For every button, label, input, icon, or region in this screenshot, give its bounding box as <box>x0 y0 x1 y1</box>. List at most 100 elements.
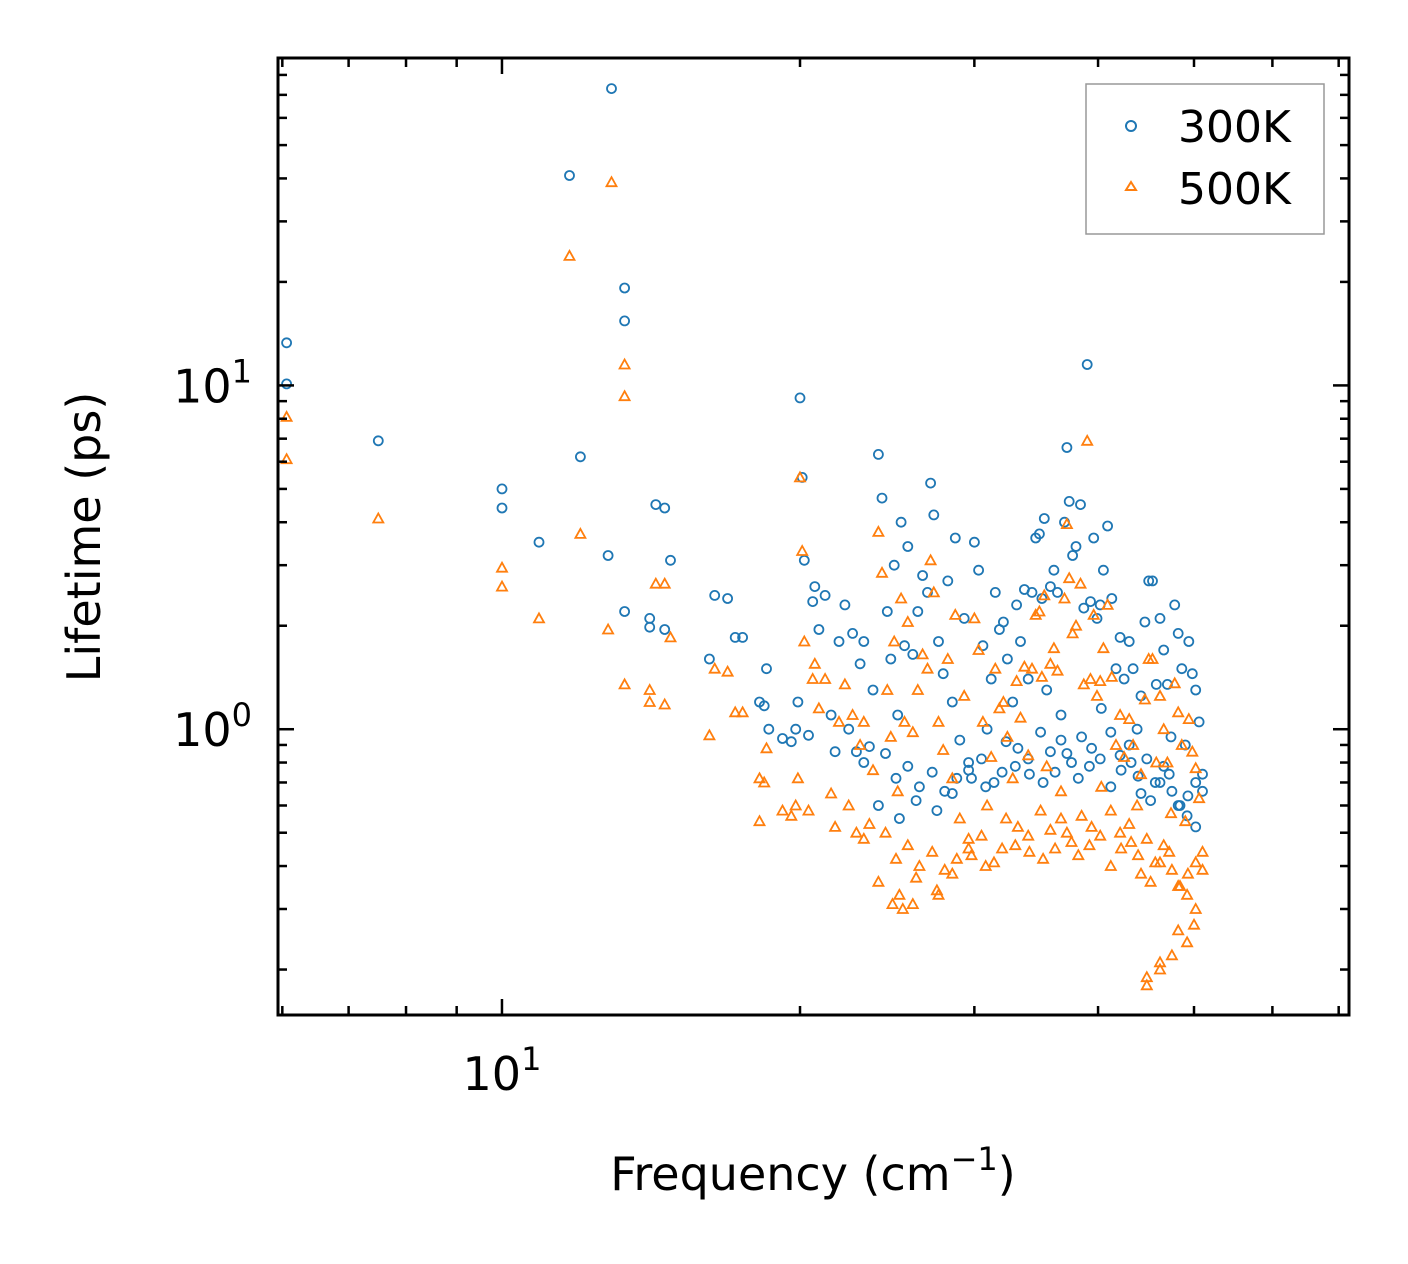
data-point-300k <box>1084 760 1095 772</box>
data-point-300k <box>989 587 1001 598</box>
data-point-300k <box>1055 734 1067 746</box>
data-point-500k <box>1131 848 1145 861</box>
data-point-500k <box>1021 748 1035 761</box>
data-point-500k <box>984 750 998 762</box>
data-point-500k <box>1114 841 1128 854</box>
data-point-500k <box>1034 803 1048 816</box>
data-point-300k <box>1009 760 1021 772</box>
data-point-500k <box>752 814 767 827</box>
data-point-500k <box>562 249 577 261</box>
data-point-300k <box>892 709 904 721</box>
data-point-500k <box>871 874 885 887</box>
data-point-500k <box>1057 591 1072 604</box>
data-point-500k <box>992 701 1006 714</box>
data-point-500k <box>663 630 678 643</box>
data-point-300k <box>606 83 617 94</box>
data-point-500k <box>728 705 742 718</box>
data-point-300k <box>1076 731 1087 743</box>
data-point-300k <box>1123 636 1135 647</box>
data-point-500k <box>1054 811 1068 824</box>
data-point-500k <box>887 634 901 647</box>
data-point-500k <box>1022 844 1036 857</box>
data-point-500k <box>1069 618 1083 631</box>
data-point-500k <box>1013 710 1028 723</box>
data-point-300k <box>737 632 748 643</box>
data-point-500k <box>1010 674 1024 686</box>
data-point-500k <box>857 831 871 844</box>
data-point-500k <box>658 697 672 710</box>
data-point-300k <box>1186 668 1198 680</box>
data-point-500k <box>842 798 856 811</box>
data-point-300k <box>1063 495 1075 507</box>
data-point-500k <box>1083 672 1098 684</box>
data-point-500k <box>974 828 989 841</box>
data-point-300k <box>910 795 922 806</box>
data-point-500k <box>1187 917 1201 930</box>
data-point-500k <box>911 683 925 695</box>
data-point-300k <box>985 673 997 685</box>
data-point-500k <box>1060 825 1074 838</box>
data-point-500k <box>1025 661 1039 674</box>
data-point-500k <box>1093 674 1107 686</box>
data-point-500k <box>1171 923 1185 936</box>
data-point-300k <box>894 813 905 824</box>
data-point-500k <box>1171 705 1185 718</box>
data-point-300k <box>1055 709 1067 721</box>
data-point-500k <box>976 715 990 727</box>
data-point-500k <box>995 841 1009 854</box>
data-point-300k <box>926 766 938 778</box>
data-point-300k <box>1067 550 1078 561</box>
data-point-500k <box>801 803 816 816</box>
data-point-300k <box>1150 679 1162 690</box>
data-point-500k <box>643 683 657 695</box>
data-point-500k <box>925 844 939 857</box>
data-point-300k <box>1072 772 1084 784</box>
data-point-300k <box>619 282 630 294</box>
data-point-500k <box>945 866 959 879</box>
data-point-500k <box>1153 962 1167 975</box>
data-point-500k <box>1195 862 1210 875</box>
legend: 300K 500K <box>1085 83 1325 235</box>
data-point-500k <box>1134 767 1148 780</box>
data-point-500k <box>957 689 971 701</box>
data-point-500k <box>1036 851 1050 864</box>
data-point-500k <box>797 634 811 647</box>
data-point-300k <box>996 766 1008 778</box>
data-point-300k <box>1172 800 1184 811</box>
legend-frame <box>1085 83 1325 235</box>
data-point-300k <box>858 757 870 768</box>
data-point-300k <box>1190 684 1202 696</box>
data-point-500k <box>759 741 774 754</box>
data-point-500k <box>1043 656 1057 669</box>
data-point-500k <box>1017 659 1031 672</box>
data-point-300k <box>890 772 902 784</box>
data-point-500k <box>912 859 926 871</box>
x-tick-label: 101 <box>463 1040 542 1101</box>
data-point-300k <box>790 723 802 735</box>
data-point-500k <box>1060 517 1074 529</box>
data-point-300k <box>1088 532 1100 544</box>
data-point-500k <box>1104 859 1118 871</box>
data-point-500k <box>846 708 860 720</box>
data-point-500k <box>927 585 941 598</box>
data-point-500k <box>1164 806 1178 819</box>
data-point-500k <box>1165 948 1179 961</box>
y-axis-title: Lifetime (ps) <box>57 392 111 683</box>
data-point-300k <box>650 499 662 511</box>
data-point-300k <box>1166 785 1178 797</box>
data-point-500k <box>1011 820 1025 832</box>
data-point-500k <box>1066 626 1080 639</box>
x-axis-title: Frequency (cm−1) <box>610 1140 1015 1201</box>
data-point-500k <box>532 611 546 624</box>
data-point-500k <box>1000 730 1014 742</box>
data-point-300k <box>1002 653 1013 665</box>
data-point-300k <box>813 624 825 635</box>
data-point-500k <box>832 715 846 727</box>
data-point-500k <box>945 771 959 784</box>
data-point-500k <box>1105 670 1119 682</box>
data-point-300k <box>1115 764 1127 776</box>
data-point-300k <box>619 606 630 617</box>
data-point-500k <box>1171 879 1185 891</box>
data-point-300k <box>976 753 987 765</box>
data-point-500k <box>1021 828 1035 841</box>
